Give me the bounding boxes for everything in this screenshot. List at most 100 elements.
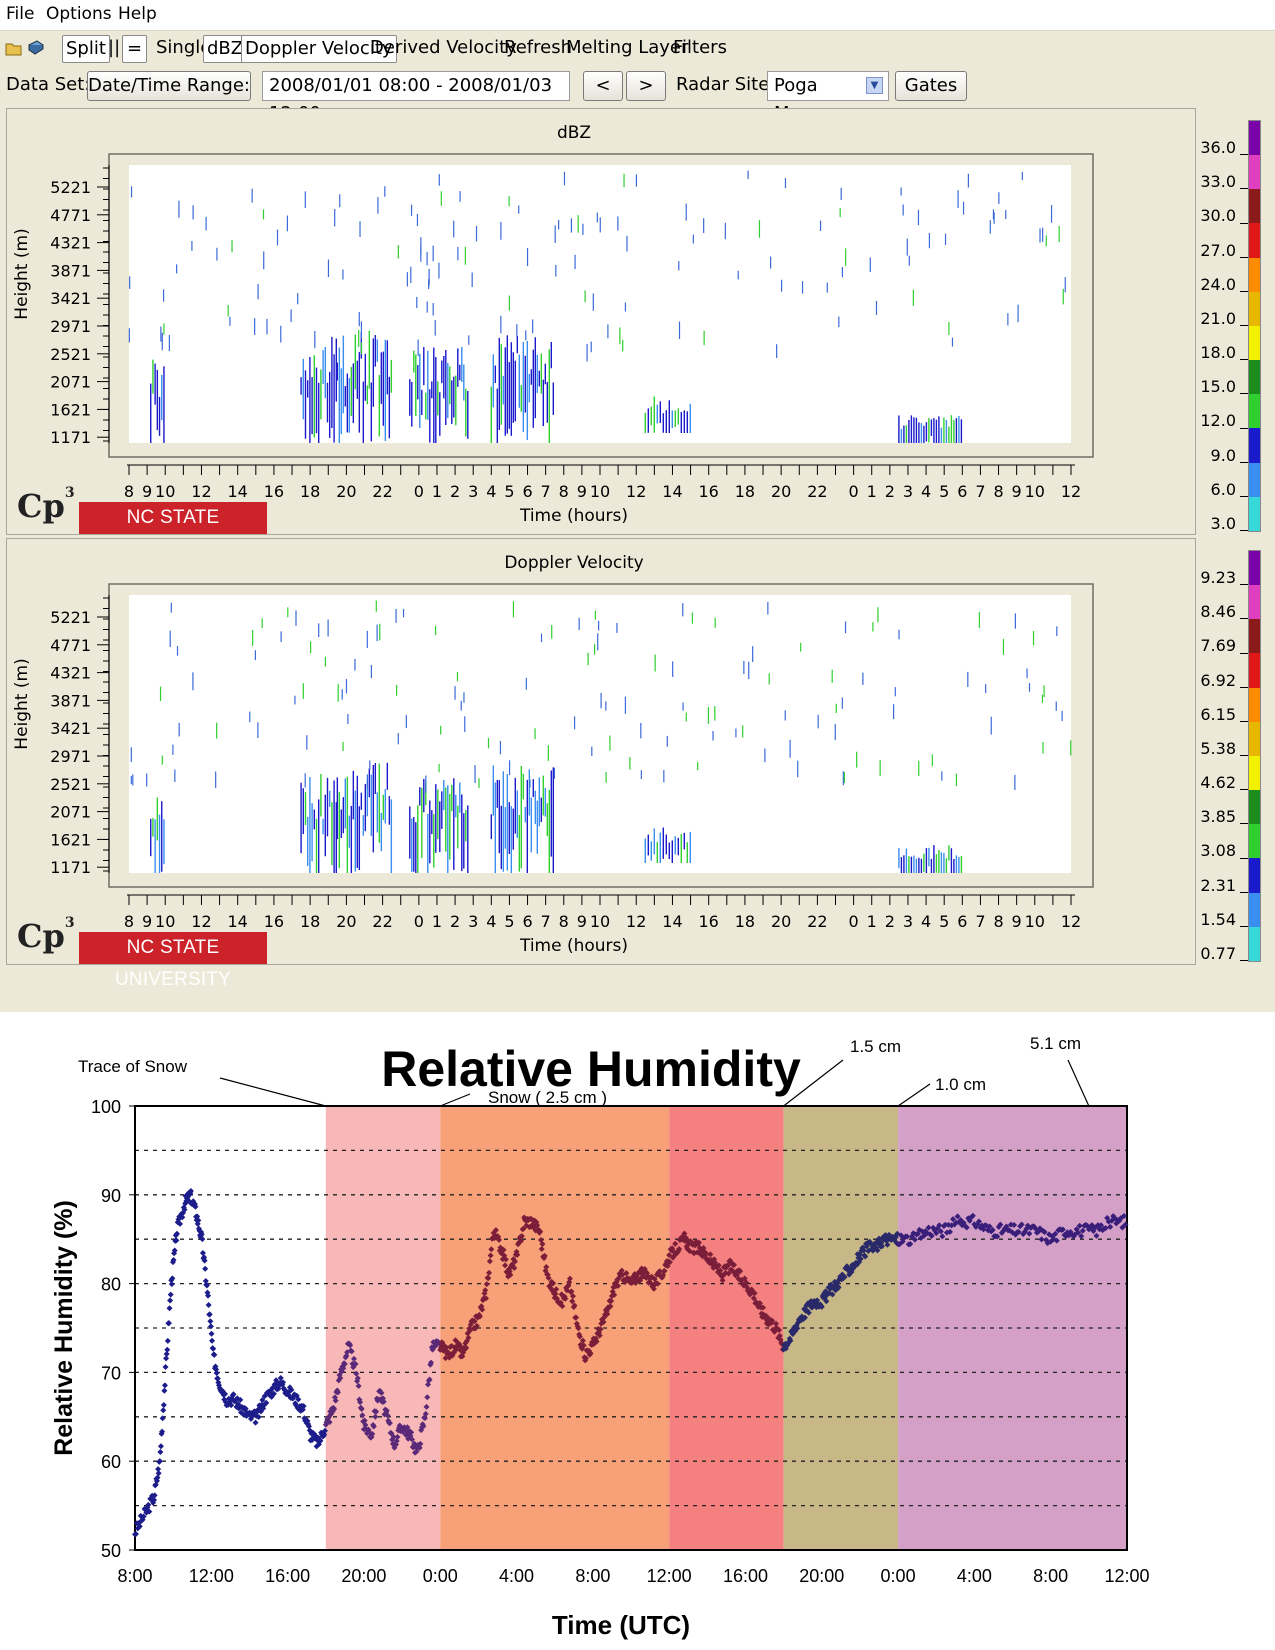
gates-button[interactable]: Gates [895,71,967,101]
rh-point [669,1254,676,1261]
split-button[interactable]: Split [62,35,110,63]
rh-point [936,1222,943,1229]
rh-point [943,1229,950,1236]
rh-point [805,1309,812,1316]
rh-point [353,1370,360,1377]
save-book-icon[interactable] [27,39,45,57]
rh-point [908,1233,915,1240]
rh-point [552,1290,559,1297]
refresh-button[interactable]: Refresh [504,37,572,58]
rh-point [654,1280,661,1287]
menu-options[interactable]: Options [46,4,112,24]
rh-point [1012,1231,1019,1238]
rh-point [214,1375,221,1382]
date-range-field[interactable]: 2008/01/01 08:00 - 2008/01/03 12:00 [262,71,570,124]
rh-point [512,1258,519,1265]
colorbar-tick [1240,823,1248,825]
x-tick-label: 5 [939,482,949,501]
rh-point [151,1492,158,1499]
rh-point [637,1275,644,1282]
rh-point [331,1406,338,1413]
rh-point [731,1261,738,1268]
rh-point [1006,1227,1013,1234]
rh-point [615,1282,622,1289]
rh-point [463,1344,470,1351]
radar-app-window: File Options Help Split || = Single dBZ … [0,0,1275,1012]
x-tick-label: 9 [142,912,152,931]
next-button[interactable]: > [626,71,666,101]
menu-file[interactable]: File [6,4,35,24]
x-tick-label: 22 [807,912,827,931]
colorbar-segment [1249,155,1260,190]
date-time-range-button[interactable]: Date/Time Range: [87,71,251,101]
menu-help[interactable]: Help [118,4,157,24]
rh-point [1113,1220,1120,1227]
rh-point [209,1337,216,1344]
rh-point [569,1298,576,1305]
rh-point [179,1214,186,1221]
rh-point [215,1382,222,1389]
x-tick-label: 5 [939,912,949,931]
filters-button[interactable]: Filters [673,37,727,58]
rh-point [586,1347,593,1354]
rh-point [443,1344,450,1351]
colorbar-tick [1240,891,1248,893]
y-tick-label: 100 [91,1097,121,1117]
colorbar [1248,120,1261,532]
colorbar-segment [1249,462,1260,497]
rh-point [916,1226,923,1233]
rh-point [322,1427,329,1434]
single-button[interactable]: Single [156,37,212,58]
rh-point [203,1282,210,1289]
annotation-label: 1.0 cm [935,1075,986,1094]
rh-point [1035,1228,1042,1235]
x-tick-label: 9 [142,482,152,501]
rh-point [841,1273,848,1280]
rh-point [832,1287,839,1294]
y-tick-label: 1621 [50,830,91,849]
rh-point [867,1240,874,1247]
open-folder-icon[interactable] [5,39,23,57]
x-tick-label: 20:00 [799,1566,844,1586]
rh-point [879,1243,886,1250]
melting-layer-button[interactable]: Melting Layer [566,37,689,58]
colorbar-label: 30.0 [1200,206,1236,226]
rh-point [904,1233,911,1240]
colorbar-segment [1249,755,1260,791]
annotation-leader [897,1083,931,1107]
rh-point [514,1251,521,1258]
colorbar-label: 9.23 [1200,568,1236,587]
derived-velocity-button[interactable]: Derived Velocity [370,37,517,58]
rh-point [170,1257,177,1264]
rh-point [618,1267,625,1274]
colorbar-segment [1249,360,1260,395]
colorbar-label: 9.0 [1210,445,1236,465]
rh-point [413,1448,420,1455]
parallel-layout-button[interactable]: || [108,37,121,58]
rh-point [1052,1230,1059,1237]
doppler-velocity-button[interactable]: Doppler Velocity [241,35,397,63]
x-tick-label: 9 [1012,482,1022,501]
rh-point [997,1221,1004,1228]
rh-point [963,1224,970,1231]
rh-point [622,1278,629,1285]
rh-point [933,1230,940,1237]
rh-point [201,1254,208,1261]
rh-point [393,1438,400,1445]
doppler-velocity-plot[interactable]: Doppler Velocity522147714321387134212971… [7,539,1195,964]
rh-point [1030,1223,1037,1230]
rh-point [492,1227,499,1234]
rh-point [994,1233,1001,1240]
chevron-down-icon[interactable]: ▼ [866,77,883,94]
previous-button[interactable]: < [583,71,623,101]
panel-title: Doppler Velocity [504,553,643,573]
stack-layout-button[interactable]: = [122,35,148,63]
rh-point [157,1443,164,1450]
rh-point [911,1236,918,1243]
colorbar-tick [1240,720,1248,722]
dataset-label: Data Set: [6,74,91,95]
rh-point [154,1474,161,1481]
rh-point [969,1212,976,1219]
dbz-plot[interactable]: dBZ5221477143213871342129712521207116211… [7,109,1195,534]
rh-point [910,1230,917,1237]
